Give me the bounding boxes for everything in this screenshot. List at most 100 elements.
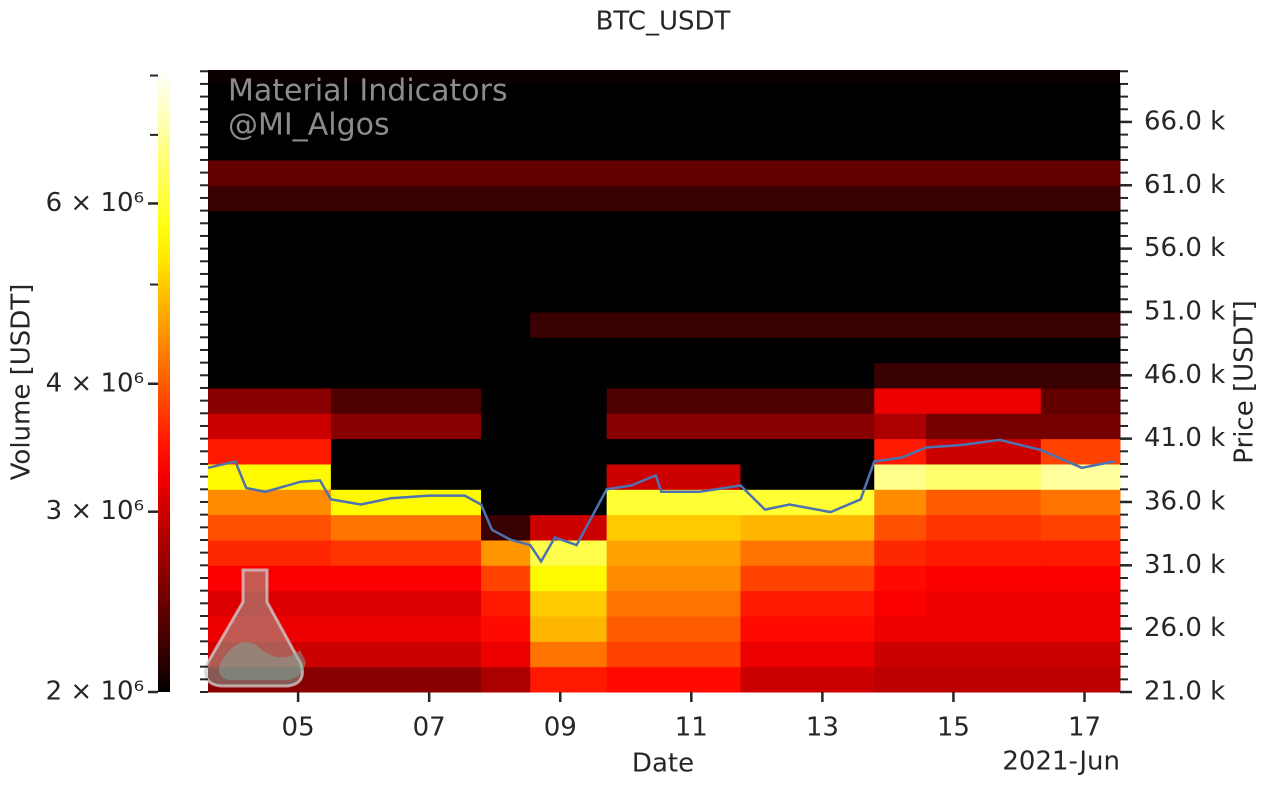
heatmap-cell (481, 489, 531, 516)
heatmap-cell (874, 641, 927, 668)
heatmap-cell (530, 134, 608, 161)
heatmap-cell (330, 514, 482, 541)
x-tick-label: 09 (544, 713, 577, 743)
watermark: Material Indicators (228, 74, 508, 109)
heatmap-cell (874, 565, 927, 592)
heatmap-cell (926, 387, 1042, 414)
x-tick-label: 13 (806, 713, 839, 743)
colorbar-label: Volume [USDT] (7, 284, 37, 481)
heatmap-cell (740, 362, 875, 389)
x-offset-label: 2021-Jun (1002, 747, 1120, 777)
heatmap-cell (330, 362, 482, 389)
heatmap-cell (874, 514, 927, 541)
heatmap-cell (926, 463, 1042, 490)
heatmap-cell (740, 514, 875, 541)
heatmap-cell (1040, 539, 1121, 566)
heatmap-cell (1040, 311, 1121, 338)
heatmap-cell (208, 286, 332, 313)
heatmap-cell (530, 235, 608, 262)
heatmap-cell (1040, 134, 1121, 161)
heatmap-cell (606, 311, 741, 338)
heatmap-cell (1040, 641, 1121, 668)
heatmap-cell (208, 438, 332, 465)
heatmap-cell (1040, 387, 1121, 414)
heatmap-cell (874, 387, 927, 414)
heatmap-cell (481, 565, 531, 592)
heatmap-cell (481, 109, 531, 136)
heatmap-cell (874, 286, 927, 313)
heatmap-cell (530, 463, 608, 490)
heatmap-cell (530, 83, 608, 110)
x-axis-label: Date (632, 749, 694, 779)
heatmap-cell (740, 210, 875, 237)
heatmap-cell (606, 565, 741, 592)
heatmap-cell (740, 413, 875, 440)
heatmap-cell (481, 83, 531, 110)
heatmap (208, 83, 1121, 693)
colorbar-tick-label: 2 × 10⁶ (46, 677, 144, 707)
heatmap-cell (874, 666, 927, 693)
heatmap-cell (926, 590, 1042, 617)
heatmap-cell (606, 489, 741, 516)
heatmap-cell (926, 159, 1042, 186)
heatmap-cell (330, 159, 482, 186)
heatmap-cell (208, 159, 332, 186)
heatmap-cell (926, 489, 1042, 516)
heatmap-cell (1040, 514, 1121, 541)
heatmap-cell (606, 615, 741, 642)
heatmap-cell (208, 413, 332, 440)
chart-title: BTC_USDT (596, 7, 731, 37)
heatmap-cell (606, 362, 741, 389)
colorbar (158, 70, 170, 692)
heatmap-cell (208, 109, 332, 136)
heatmap-cell (874, 590, 927, 617)
heatmap-cell (530, 337, 608, 364)
heatmap-cell (208, 185, 332, 212)
heatmap-cell (926, 83, 1042, 110)
heatmap-cell (926, 261, 1042, 288)
heatmap-cell (330, 641, 482, 668)
heatmap-cell (330, 615, 482, 642)
heatmap-cell (1040, 235, 1121, 262)
heatmap-cell (926, 641, 1042, 668)
heatmap-cell (208, 666, 332, 693)
heatmap-cell (740, 159, 875, 186)
heatmap-cell (606, 438, 741, 465)
heatmap-cell (530, 514, 608, 541)
heatmap-cell (606, 413, 741, 440)
heatmap-cell (330, 590, 482, 617)
heatmap-cell (208, 514, 332, 541)
heatmap-cell (481, 463, 531, 490)
heatmap-cell (740, 438, 875, 465)
heatmap-cell (926, 362, 1042, 389)
heatmap-cell (481, 159, 531, 186)
heatmap-cell (1040, 565, 1121, 592)
heatmap-cell (740, 666, 875, 693)
heatmap-cell (606, 109, 741, 136)
watermark: @MI_Algos (228, 108, 390, 143)
heatmap-cell (740, 185, 875, 212)
heatmap-cell (740, 539, 875, 566)
heatmap-cell (208, 134, 332, 161)
heatmap-cell (740, 565, 875, 592)
x-tick-label: 17 (1068, 713, 1101, 743)
heatmap-cell (1040, 261, 1121, 288)
heatmap-cell (740, 83, 875, 110)
heatmap-cell (330, 83, 482, 110)
heatmap-cell (1040, 362, 1121, 389)
x-tick-label: 11 (675, 713, 708, 743)
heatmap-cell (874, 311, 927, 338)
heatmap-cell (606, 159, 741, 186)
heatmap-cell (926, 210, 1042, 237)
heatmap-cell (530, 615, 608, 642)
heatmap-cell (606, 590, 741, 617)
heatmap-cell (481, 235, 531, 262)
heatmap-cell (208, 337, 332, 364)
heatmap-cell (481, 387, 531, 414)
heatmap-cell (874, 210, 927, 237)
heatmap-cell (874, 463, 927, 490)
heatmap-cell (926, 539, 1042, 566)
heatmap-cell (1040, 210, 1121, 237)
y-axis-label: Price [USDT] (1230, 300, 1260, 463)
